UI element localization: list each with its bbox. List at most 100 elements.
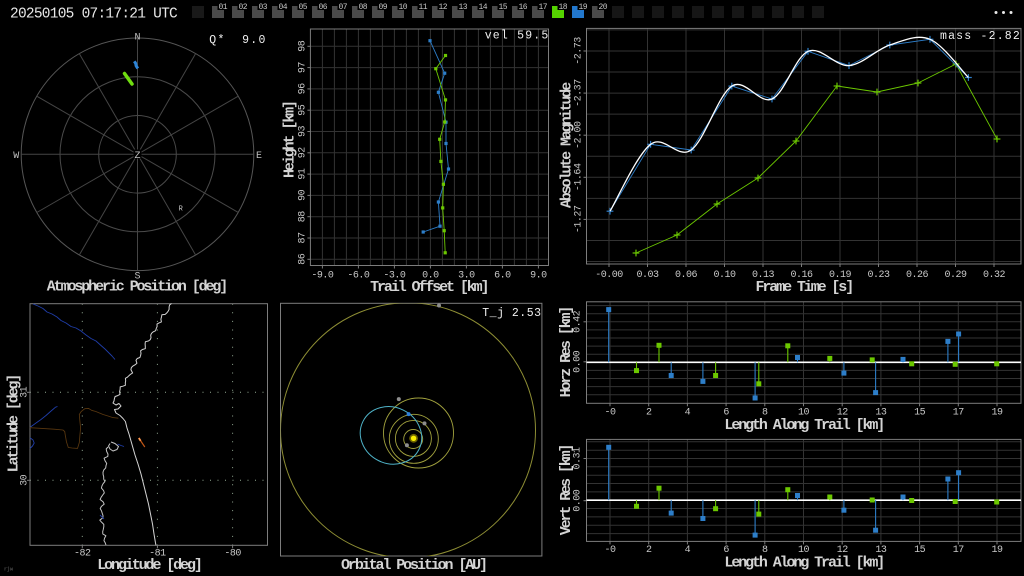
svg-text:Vert Res [km]: Vert Res [km] — [558, 445, 575, 535]
svg-text:12: 12 — [837, 545, 849, 556]
svg-text:17: 17 — [953, 545, 965, 556]
svg-text:86: 86 — [297, 253, 308, 265]
svg-text:13: 13 — [458, 3, 467, 12]
svg-text:87: 87 — [297, 232, 308, 244]
svg-text:rjw: rjw — [4, 567, 13, 573]
svg-text:07: 07 — [338, 3, 347, 12]
svg-text:Length Along Trail [km]: Length Along Trail [km] — [724, 555, 883, 572]
svg-text:E: E — [256, 151, 262, 162]
svg-text:15: 15 — [498, 3, 507, 12]
svg-text:-1.27: -1.27 — [574, 205, 585, 233]
svg-text:-2.37: -2.37 — [574, 79, 585, 107]
svg-text:-3.0: -3.0 — [383, 271, 406, 282]
svg-text:0.23: 0.23 — [867, 270, 890, 281]
svg-text:93: 93 — [297, 126, 308, 138]
svg-text:92: 92 — [297, 147, 308, 159]
svg-text:0.06: 0.06 — [675, 270, 698, 281]
svg-text:98: 98 — [297, 40, 308, 52]
svg-text:0.16: 0.16 — [790, 270, 813, 281]
svg-text:R: R — [179, 206, 184, 214]
svg-text:16: 16 — [518, 3, 527, 12]
svg-text:-0: -0 — [604, 407, 616, 418]
svg-text:0.42: 0.42 — [573, 310, 584, 333]
svg-text:Frame Time [s]: Frame Time [s] — [755, 279, 852, 296]
svg-text:04: 04 — [278, 3, 287, 12]
svg-text:31: 31 — [20, 386, 31, 398]
svg-text:20250105 07:17:21 UTC: 20250105 07:17:21 UTC — [10, 7, 178, 23]
svg-text:20: 20 — [598, 3, 607, 12]
svg-text:02: 02 — [238, 3, 247, 12]
svg-text:0.0: 0.0 — [422, 271, 439, 282]
svg-text:10: 10 — [398, 3, 407, 12]
svg-text:0.10: 0.10 — [713, 270, 736, 281]
svg-text:88: 88 — [297, 211, 308, 223]
svg-text:-0: -0 — [604, 545, 616, 556]
svg-text:Absolute Magnitude: Absolute Magnitude — [559, 82, 576, 208]
svg-text:0.13: 0.13 — [752, 270, 775, 281]
svg-text:6: 6 — [723, 407, 729, 418]
svg-text:N: N — [134, 33, 140, 44]
svg-text:vel 59.5: vel 59.5 — [485, 30, 550, 43]
svg-text:06: 06 — [318, 3, 327, 12]
svg-text:Length Along Trail [km]: Length Along Trail [km] — [724, 417, 883, 434]
svg-text:Orbital Position [AU]: Orbital Position [AU] — [341, 557, 486, 574]
svg-text:Height [km]: Height [km] — [282, 102, 299, 178]
svg-text:W: W — [13, 151, 19, 162]
svg-text:0.00: 0.00 — [573, 489, 584, 512]
svg-text:0.26: 0.26 — [906, 270, 929, 281]
svg-text:8: 8 — [762, 545, 768, 556]
svg-text:19: 19 — [991, 407, 1003, 418]
svg-text:14: 14 — [478, 3, 487, 12]
svg-text:96: 96 — [297, 83, 308, 95]
svg-text:12: 12 — [837, 407, 849, 418]
svg-text:05: 05 — [298, 3, 307, 12]
svg-text:13: 13 — [875, 545, 887, 556]
svg-text:-9.0: -9.0 — [311, 271, 334, 282]
svg-text:90: 90 — [297, 189, 308, 201]
svg-text:10: 10 — [798, 407, 810, 418]
svg-text:mass -2.82: mass -2.82 — [940, 30, 1021, 43]
svg-text:0.19: 0.19 — [829, 270, 852, 281]
svg-text:2: 2 — [646, 407, 652, 418]
svg-text:6.0: 6.0 — [494, 271, 511, 282]
svg-text:S: S — [134, 272, 140, 283]
svg-text:0.31: 0.31 — [573, 447, 584, 470]
svg-text:3.0: 3.0 — [458, 271, 475, 282]
svg-text:95: 95 — [297, 104, 308, 116]
svg-text:-0.00: -0.00 — [595, 270, 623, 281]
svg-text:Horz Res [km]: Horz Res [km] — [558, 308, 575, 398]
svg-text:-81: -81 — [149, 549, 166, 560]
svg-text:-1.64: -1.64 — [574, 163, 585, 191]
svg-text:15: 15 — [914, 545, 926, 556]
svg-text:17: 17 — [538, 3, 547, 12]
svg-text:Z: Z — [134, 151, 140, 162]
svg-text:17: 17 — [953, 407, 965, 418]
svg-text:9.0: 9.0 — [530, 271, 547, 282]
svg-text:-2.73: -2.73 — [574, 37, 585, 65]
svg-text:4: 4 — [685, 545, 691, 556]
svg-text:2: 2 — [646, 545, 652, 556]
svg-text:8: 8 — [762, 407, 768, 418]
svg-text:11: 11 — [418, 3, 427, 12]
svg-text:4: 4 — [685, 407, 691, 418]
svg-text:Trail Offset [km]: Trail Offset [km] — [370, 279, 487, 296]
svg-text:91: 91 — [297, 168, 308, 180]
svg-text:0.03: 0.03 — [636, 270, 659, 281]
svg-text:0.32: 0.32 — [983, 270, 1006, 281]
svg-text:03: 03 — [258, 3, 267, 12]
svg-text:-2.00: -2.00 — [574, 121, 585, 149]
svg-text:08: 08 — [358, 3, 367, 12]
svg-text:-80: -80 — [224, 549, 241, 560]
svg-text:0.29: 0.29 — [944, 270, 967, 281]
svg-text:T_j 2.53: T_j 2.53 — [482, 307, 541, 320]
svg-text:Q* 9.0: Q* 9.0 — [209, 34, 266, 47]
svg-text:12: 12 — [438, 3, 447, 12]
svg-text:97: 97 — [297, 62, 308, 74]
svg-text:Atmospheric Position [deg]: Atmospheric Position [deg] — [47, 279, 227, 296]
svg-text:10: 10 — [798, 545, 810, 556]
svg-text:0.00: 0.00 — [573, 350, 584, 373]
svg-text:Latitude [deg]: Latitude [deg] — [6, 376, 23, 473]
svg-text:09: 09 — [378, 3, 387, 12]
svg-text:15: 15 — [914, 407, 926, 418]
svg-text:01: 01 — [218, 3, 227, 12]
